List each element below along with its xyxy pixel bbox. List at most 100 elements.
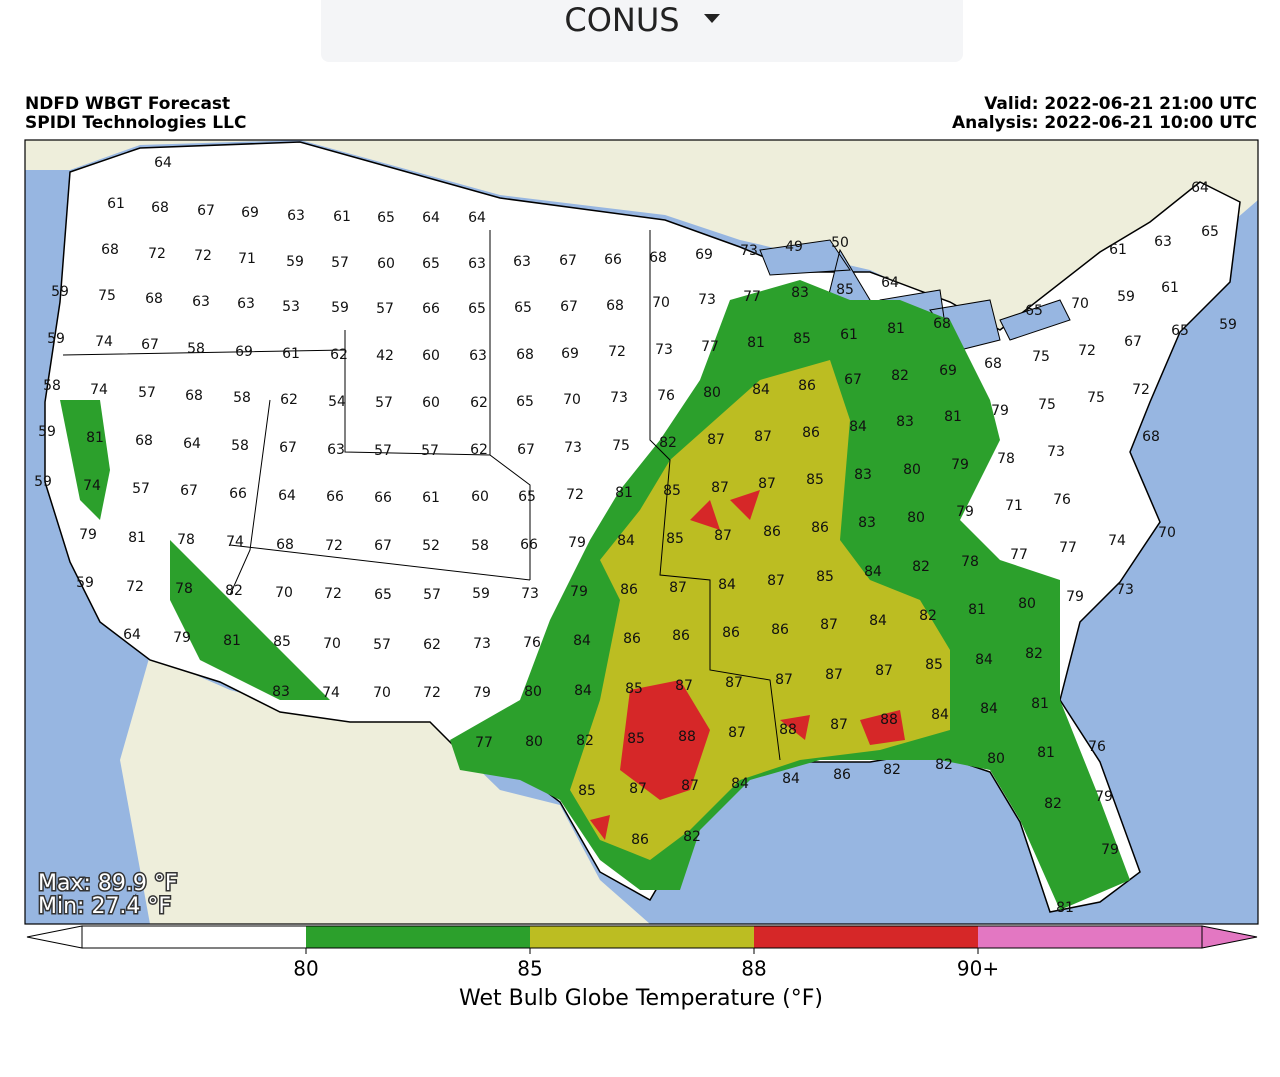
station-value: 86 — [811, 520, 829, 536]
station-value: 87 — [830, 717, 848, 733]
station-value: 83 — [854, 467, 872, 483]
station-value: 50 — [831, 235, 849, 251]
station-value: 66 — [229, 486, 247, 502]
station-value: 70 — [1071, 296, 1089, 312]
station-value: 83 — [272, 684, 290, 700]
station-value: 69 — [561, 346, 579, 362]
station-value: 79 — [1066, 589, 1084, 605]
station-value: 71 — [1005, 498, 1023, 514]
station-value: 84 — [869, 613, 887, 629]
station-value: 63 — [469, 348, 487, 364]
station-value: 82 — [1044, 796, 1062, 812]
region-selector[interactable]: CONUS — [321, 0, 963, 62]
header-right: Valid: 2022-06-21 21:00 UTC — [984, 94, 1257, 114]
station-value: 79 — [956, 504, 974, 520]
station-value: 65 — [518, 489, 536, 505]
station-value: 72 — [148, 246, 166, 262]
selector-label[interactable]: CONUS — [564, 1, 679, 39]
station-value: 79 — [173, 630, 191, 646]
station-value: 68 — [606, 298, 624, 314]
station-value: 57 — [376, 301, 394, 317]
station-value: 84 — [718, 577, 736, 593]
station-value: 65 — [377, 210, 395, 226]
station-value: 68 — [276, 537, 294, 553]
station-value: 65 — [1025, 303, 1043, 319]
station-value: 57 — [132, 481, 150, 497]
station-value: 73 — [1116, 582, 1134, 598]
station-value: 57 — [421, 443, 439, 459]
station-value: 81 — [86, 430, 104, 446]
station-value: 80 — [525, 734, 543, 750]
station-value: 72 — [423, 685, 441, 701]
station-value: 81 — [615, 485, 633, 501]
station-value: 81 — [1037, 745, 1055, 761]
station-value: 81 — [223, 633, 241, 649]
station-value: 75 — [1087, 390, 1105, 406]
station-value: 61 — [1109, 242, 1127, 258]
selector-box[interactable] — [321, 0, 963, 62]
station-value: 86 — [631, 832, 649, 848]
station-value: 80 — [1018, 596, 1036, 612]
selector-caret[interactable] — [704, 14, 720, 23]
station-value: 63 — [513, 254, 531, 270]
station-value: 69 — [695, 247, 713, 263]
station-value: 80 — [987, 751, 1005, 767]
station-value: 68 — [101, 242, 119, 258]
station-value: 62 — [330, 347, 348, 363]
colorbar-tick-label: 90+ — [957, 957, 999, 981]
colorbar-segment — [82, 926, 306, 948]
station-value: 87 — [669, 580, 687, 596]
station-value: 82 — [912, 559, 930, 575]
map-frame — [24, 139, 1259, 925]
station-value: 59 — [472, 586, 490, 602]
station-value: 70 — [373, 685, 391, 701]
station-value: 85 — [663, 483, 681, 499]
station-value: 77 — [1010, 547, 1028, 563]
station-value: 59 — [47, 331, 65, 347]
station-value: 79 — [1095, 789, 1113, 805]
station-value: 87 — [714, 528, 732, 544]
station-value: 88 — [678, 729, 696, 745]
station-value: 87 — [775, 672, 793, 688]
station-value: 85 — [806, 472, 824, 488]
station-value: 59 — [331, 300, 349, 316]
station-value: 86 — [771, 622, 789, 638]
station-value: 84 — [573, 633, 591, 649]
station-value: 59 — [38, 424, 56, 440]
station-value: 58 — [43, 378, 61, 394]
station-value: 73 — [473, 636, 491, 652]
station-value: 73 — [1047, 444, 1065, 460]
station-value: 74 — [1108, 533, 1126, 549]
wbgt-88-90 — [590, 490, 905, 840]
station-value: 67 — [1124, 334, 1142, 350]
station-value: 87 — [875, 663, 893, 679]
station-value: 53 — [282, 299, 300, 315]
station-value: 77 — [701, 339, 719, 355]
station-value: 81 — [128, 530, 146, 546]
station-values: 64 64 61 68 67 69 63 61 65 64 64 65 49 50 61 63 73 68 72 72… — [34, 155, 1237, 916]
station-value: 67 — [560, 299, 578, 315]
station-value: 67 — [517, 442, 535, 458]
station-value: 87 — [820, 617, 838, 633]
colorbar-tick-label: 88 — [741, 957, 766, 981]
station-value: 87 — [711, 480, 729, 496]
station-value: 84 — [782, 771, 800, 787]
station-value: 82 — [891, 368, 909, 384]
station-value: 67 — [559, 253, 577, 269]
station-value: 77 — [743, 289, 761, 305]
station-value: 85 — [578, 783, 596, 799]
station-value: 64 — [468, 210, 486, 226]
station-value: 63 — [1154, 234, 1172, 250]
station-value: 67 — [141, 337, 159, 353]
station-value: 63 — [468, 256, 486, 272]
station-value: 86 — [620, 582, 638, 598]
station-value: 81 — [968, 602, 986, 618]
station-value: 62 — [423, 637, 441, 653]
station-value: 64 — [1191, 180, 1209, 196]
station-value: 86 — [763, 524, 781, 540]
station-value: 74 — [226, 534, 244, 550]
colorbar-segment — [754, 926, 978, 948]
station-value: 84 — [617, 533, 635, 549]
station-value: 66 — [422, 301, 440, 317]
